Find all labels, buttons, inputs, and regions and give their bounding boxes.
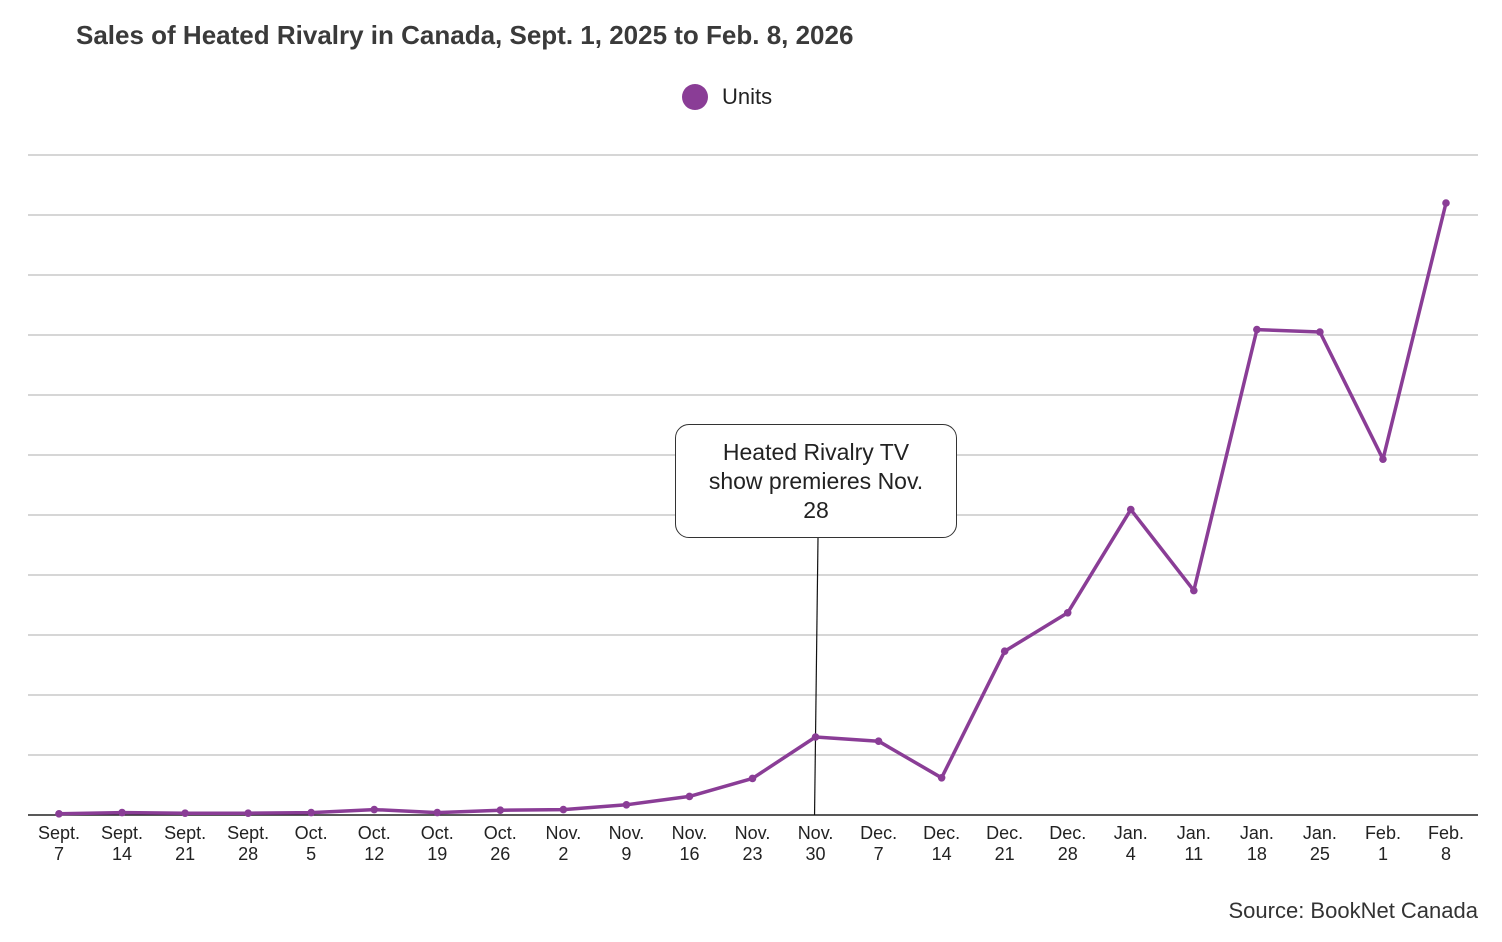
data-point [622, 801, 631, 809]
x-tick-label: Nov. 23 [735, 823, 771, 864]
x-tick-label: Sept. 7 [38, 823, 80, 864]
x-tick-label: Nov. 2 [546, 823, 582, 864]
data-point [433, 808, 442, 817]
data-point [1000, 647, 1009, 655]
data-point [685, 792, 694, 801]
x-tick-label: Jan. 18 [1240, 823, 1274, 864]
x-tick-label: Nov. 16 [672, 823, 708, 864]
data-point [811, 733, 820, 741]
data-point [1253, 325, 1261, 334]
x-tick-label: Feb. 1 [1365, 823, 1401, 864]
series-points [55, 199, 1450, 818]
data-point [1190, 586, 1198, 595]
x-tick-label: Sept. 28 [227, 823, 269, 864]
x-tick-label: Feb. 8 [1428, 823, 1464, 864]
annotation-leader-line [813, 537, 819, 816]
data-point [874, 737, 883, 745]
x-tick-label: Sept. 14 [101, 823, 143, 864]
data-point [1126, 505, 1135, 514]
data-point [937, 774, 946, 782]
x-tick-label: Oct. 12 [358, 823, 391, 864]
legend-marker-units [682, 84, 708, 110]
data-point [748, 774, 757, 783]
x-tick-label: Dec. 21 [986, 823, 1023, 864]
data-point [1379, 455, 1387, 464]
source-note: Source: BookNet Canada [1228, 898, 1479, 923]
data-point [496, 806, 505, 814]
data-point [1316, 328, 1324, 336]
x-tick-label: Jan. 25 [1303, 823, 1337, 864]
x-tick-label: Nov. 9 [609, 823, 645, 864]
x-tick-label: Sept. 21 [164, 823, 206, 864]
x-tick-label: Dec. 28 [1049, 823, 1086, 864]
chart-title: Sales of Heated Rivalry in Canada, Sept.… [76, 20, 854, 50]
annotation-callout: Heated Rivalry TV show premieres Nov. 28 [675, 424, 957, 538]
data-point [559, 805, 568, 814]
data-point [370, 805, 379, 814]
x-tick-label: Jan. 11 [1177, 823, 1211, 864]
annotation-leader [813, 537, 819, 816]
data-point [244, 809, 252, 817]
x-tick-label: Oct. 5 [295, 823, 328, 864]
data-point [307, 808, 315, 817]
x-tick-label: Dec. 7 [860, 823, 897, 864]
data-point [1063, 609, 1072, 617]
data-point [181, 809, 189, 817]
x-tick-label: Dec. 14 [923, 823, 960, 864]
x-tick-label: Nov. 30 [798, 823, 834, 864]
data-point [118, 808, 126, 817]
legend: Units [682, 84, 772, 110]
x-tick-label: Oct. 26 [484, 823, 517, 864]
legend-label-units: Units [722, 84, 773, 109]
x-tick-label: Oct. 19 [421, 823, 454, 864]
x-tick-label: Jan. 4 [1114, 823, 1148, 864]
data-point [55, 810, 63, 818]
x-tick-labels: Sept. 7 Sept. 14 Sept. 21 Sept. 28 Oct. 5 Oct. 12 Oc… [38, 823, 1464, 864]
data-point [1442, 199, 1450, 207]
